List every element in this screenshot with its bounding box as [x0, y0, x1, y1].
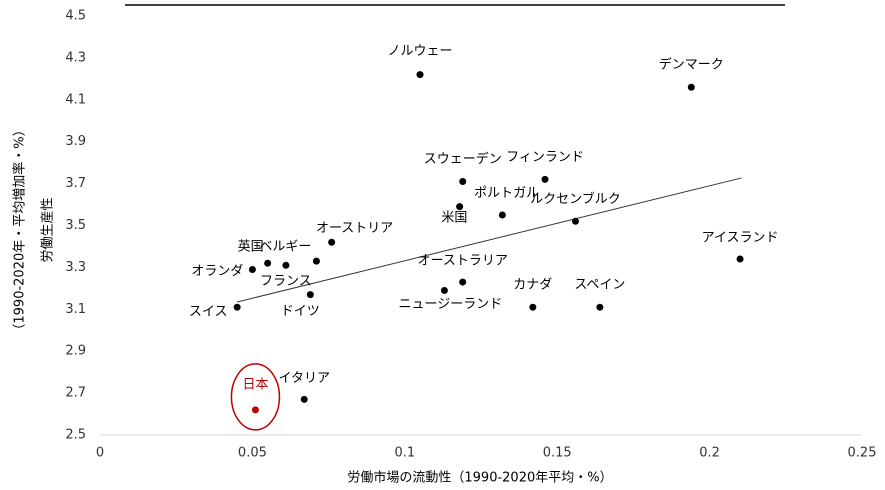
point-label: カナダ	[513, 278, 552, 293]
x-tick-label: 0.15	[543, 446, 572, 461]
x-tick-label: 0.05	[238, 446, 267, 461]
point-label: フィンランド	[506, 150, 584, 165]
y-tick-label: 2.5	[65, 428, 86, 443]
point-label: 米国	[441, 211, 467, 226]
point	[233, 303, 241, 311]
point-label: スイス	[189, 305, 228, 320]
x-axis-title: 労働市場の流動性（1990-2020年平均・%）	[347, 470, 612, 486]
point	[541, 175, 549, 183]
point	[529, 303, 537, 311]
y-axis-title: （1990-2020年・平均増加率・%）	[12, 123, 28, 336]
point-label: スペイン	[574, 278, 625, 293]
point	[264, 259, 272, 267]
x-tick-label: 0.1	[394, 446, 415, 461]
point	[416, 71, 424, 79]
y-tick-label: 3.9	[65, 134, 86, 149]
point-label: スウェーデン	[424, 151, 502, 167]
point	[687, 83, 695, 91]
point-label: ニュージーランド	[399, 297, 503, 312]
point	[248, 265, 256, 273]
point-label: オランダ	[191, 264, 243, 279]
highlight-ring	[230, 363, 281, 431]
point-label: ノルウェー	[388, 44, 453, 59]
point-label: イタリア	[278, 371, 329, 386]
point	[571, 217, 579, 225]
y-tick-label: 4.3	[65, 50, 86, 65]
y-tick-label: 4.1	[65, 92, 86, 107]
x-tick-label: 0	[96, 446, 104, 461]
point-label: フランス	[260, 274, 312, 289]
point	[300, 395, 308, 403]
point	[596, 303, 604, 311]
point	[440, 286, 448, 294]
point	[498, 211, 506, 219]
point-label: 日本	[242, 377, 268, 392]
point-label: デンマーク	[659, 57, 724, 73]
y-tick-label: 2.9	[65, 344, 86, 359]
point-label: アイスランド	[702, 231, 779, 246]
point	[459, 178, 467, 186]
x-tick-label: 0.25	[848, 446, 877, 461]
point	[459, 278, 467, 286]
point-label: ベルギー	[259, 240, 311, 255]
point	[312, 257, 320, 265]
trendline	[237, 177, 742, 303]
y-tick-label: 4.5	[65, 9, 86, 24]
y-tick-label: 3.3	[65, 260, 86, 275]
point	[736, 255, 744, 263]
y-tick-label: 3.1	[65, 302, 86, 317]
point	[282, 261, 290, 269]
point	[328, 238, 336, 246]
point	[251, 406, 259, 414]
point-label: ポルトガル	[474, 186, 539, 201]
y-tick-label: 3.5	[65, 218, 86, 233]
point-label: 英国	[238, 240, 264, 255]
point-label: ドイツ	[281, 304, 320, 319]
point	[306, 291, 314, 299]
point	[456, 203, 464, 211]
point-label: オーストリア	[316, 221, 393, 236]
point-label: ルクセンブルク	[530, 191, 621, 207]
point-label: オーストラリア	[418, 254, 508, 269]
y-axis-title: 労働生産性	[40, 197, 56, 262]
x-tick-label: 0.2	[699, 446, 720, 461]
y-tick-label: 3.7	[65, 176, 86, 191]
y-tick-label: 2.7	[65, 386, 86, 401]
